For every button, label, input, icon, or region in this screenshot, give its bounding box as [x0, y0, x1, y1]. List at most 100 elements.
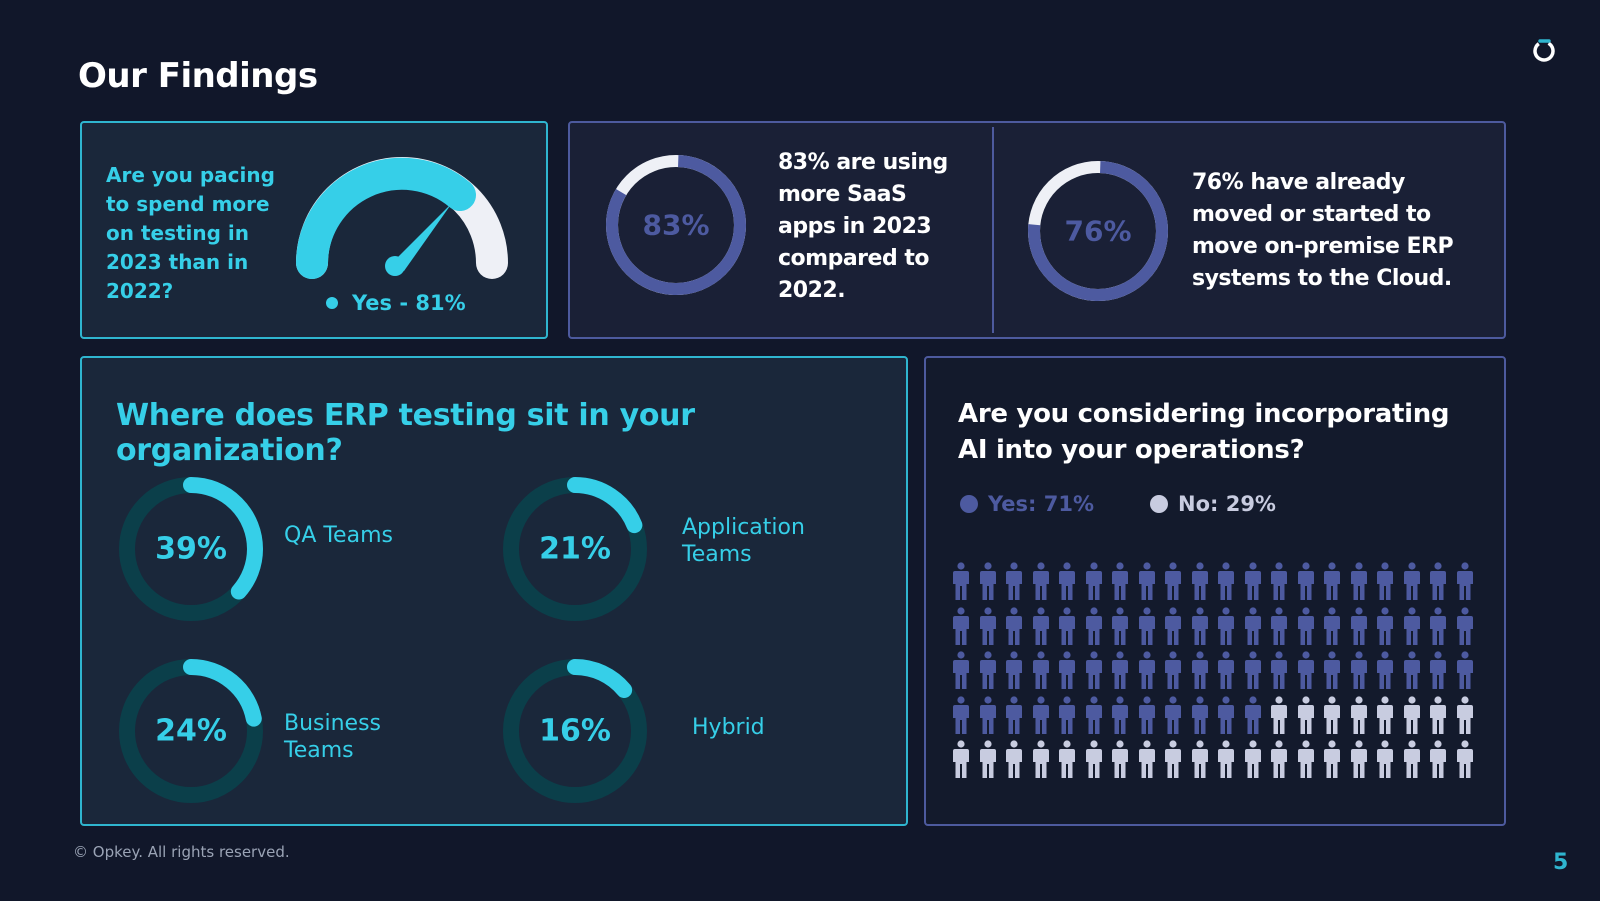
person-icon	[1217, 562, 1244, 607]
person-icon	[1138, 740, 1165, 785]
person-icon	[1323, 695, 1350, 741]
person-icon	[1058, 562, 1085, 607]
application-teams-donut: 21%	[500, 474, 650, 624]
person-icon	[952, 562, 979, 607]
person-icon	[1456, 562, 1483, 607]
person-icon	[952, 606, 979, 652]
person-icon	[1164, 695, 1191, 741]
person-icon	[1032, 651, 1059, 696]
copyright: © Opkey. All rights reserved.	[73, 843, 290, 861]
person-icon	[1403, 606, 1430, 652]
erp-cloud-donut: 76%	[1026, 159, 1170, 303]
person-icon	[1456, 651, 1483, 696]
person-icon	[1297, 606, 1324, 652]
person-icon	[952, 695, 979, 741]
person-icon	[1085, 606, 1112, 652]
person-icon	[1111, 695, 1138, 741]
gauge-chart	[296, 157, 508, 279]
opkey-ring-logo-icon	[1533, 39, 1555, 62]
qa-teams-donut: 39%	[116, 474, 266, 624]
person-icon	[1032, 695, 1059, 741]
person-icon	[1032, 740, 1059, 785]
erp-testing-title: Where does ERP testing sit in your organ…	[116, 398, 695, 468]
person-icon	[1403, 740, 1430, 785]
person-icon	[1191, 562, 1218, 607]
saas-value: 83%	[642, 208, 710, 242]
saas-donut: 83%	[604, 153, 748, 297]
person-icon	[1323, 740, 1350, 785]
person-icon	[1429, 695, 1456, 741]
person-icon	[1429, 606, 1456, 652]
hybrid-label: Hybrid	[692, 715, 765, 740]
person-icon	[1456, 740, 1483, 785]
person-icon	[1058, 740, 1085, 785]
person-icon	[1111, 651, 1138, 696]
person-icon	[1217, 740, 1244, 785]
person-icon	[1403, 562, 1430, 607]
business-teams-label: Business Teams	[284, 711, 382, 763]
legend-dot-icon	[326, 297, 338, 309]
person-icon	[1244, 695, 1271, 741]
person-icon	[1244, 606, 1271, 652]
person-icon	[1323, 651, 1350, 696]
person-icon	[1191, 695, 1218, 741]
person-icon	[1323, 562, 1350, 607]
person-icon	[1005, 606, 1032, 652]
ai-question: Are you considering incorporating AI int…	[958, 399, 1450, 465]
person-icon	[1403, 651, 1430, 696]
person-icon	[1164, 740, 1191, 785]
person-icon	[1297, 562, 1324, 607]
legend-yes: Yes: 71%	[960, 492, 1094, 516]
legend-dot-no-icon	[1150, 495, 1168, 513]
erp-testing-panel: Where does ERP testing sit in your organ…	[80, 356, 908, 826]
person-icon	[1376, 651, 1403, 696]
person-icon	[1217, 606, 1244, 652]
business-teams-donut: 24%	[116, 656, 266, 806]
person-icon	[1085, 562, 1112, 607]
ai-panel: Are you considering incorporating AI int…	[924, 356, 1506, 826]
person-icon	[1138, 695, 1165, 741]
page-number: 5	[1553, 850, 1569, 875]
person-icon	[1191, 606, 1218, 652]
person-icon	[1164, 606, 1191, 652]
person-icon	[1191, 651, 1218, 696]
panel-divider	[992, 127, 994, 333]
person-icon	[1270, 740, 1297, 785]
person-icon	[1376, 695, 1403, 741]
legend-no: No: 29%	[1150, 492, 1276, 516]
person-icon	[1138, 606, 1165, 652]
person-icon	[1005, 651, 1032, 696]
gauge-legend: Yes - 81%	[326, 291, 466, 315]
person-icon	[1085, 651, 1112, 696]
person-icon	[1323, 606, 1350, 652]
person-icon	[1270, 651, 1297, 696]
person-icon	[979, 562, 1006, 607]
person-icon	[1429, 562, 1456, 607]
person-icon	[1164, 562, 1191, 607]
qa-teams-label: QA Teams	[284, 523, 393, 548]
person-icon	[1376, 562, 1403, 607]
person-icon	[1217, 695, 1244, 741]
person-icon	[1297, 651, 1324, 696]
person-icon	[1244, 651, 1271, 696]
person-icon	[1111, 562, 1138, 607]
person-icon	[1244, 740, 1271, 785]
person-icon	[1032, 606, 1059, 652]
stats-panel: 83% 83% are using more SaaS apps in 2023…	[568, 121, 1506, 339]
person-icon	[1111, 606, 1138, 652]
person-icon	[979, 651, 1006, 696]
erp-cloud-text: 76% have already moved or started to mov…	[1192, 170, 1454, 291]
person-icon	[1270, 606, 1297, 652]
person-icon	[979, 695, 1006, 741]
person-icon	[1270, 562, 1297, 607]
person-icon	[1164, 651, 1191, 696]
person-icon	[1429, 651, 1456, 696]
person-icon	[952, 740, 979, 785]
gauge-question: Are you pacing to spend more on testing …	[106, 163, 275, 303]
person-icon	[1058, 606, 1085, 652]
person-icon	[1456, 606, 1483, 652]
person-icon	[1005, 695, 1032, 741]
person-icon	[1403, 695, 1430, 741]
hybrid-donut: 16%	[500, 656, 650, 806]
person-icon	[1085, 695, 1112, 741]
